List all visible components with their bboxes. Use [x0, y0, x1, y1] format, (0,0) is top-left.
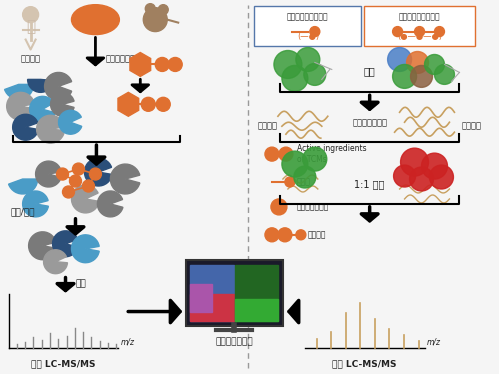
Wedge shape	[84, 158, 112, 186]
Circle shape	[56, 168, 68, 180]
Circle shape	[69, 175, 81, 187]
Circle shape	[422, 153, 448, 179]
Text: 分离/洗脱: 分离/洗脱	[10, 208, 35, 217]
Circle shape	[388, 47, 412, 71]
Circle shape	[435, 64, 455, 85]
Circle shape	[265, 228, 279, 242]
Circle shape	[303, 147, 327, 171]
Ellipse shape	[71, 5, 119, 34]
Circle shape	[435, 27, 445, 37]
Bar	[190, 294, 234, 322]
Circle shape	[143, 8, 167, 31]
Circle shape	[304, 64, 326, 85]
Text: 细胞溶解产物: 细胞溶解产物	[105, 55, 135, 64]
Wedge shape	[58, 110, 82, 134]
Circle shape	[394, 165, 416, 187]
Wedge shape	[6, 92, 34, 120]
Wedge shape	[29, 96, 55, 122]
Wedge shape	[28, 232, 56, 260]
Circle shape	[407, 52, 429, 73]
Wedge shape	[36, 115, 64, 143]
Polygon shape	[130, 52, 151, 76]
Circle shape	[168, 58, 182, 71]
Circle shape	[145, 4, 155, 13]
Text: 生物信息学分析: 生物信息学分析	[215, 337, 253, 346]
Circle shape	[393, 27, 403, 37]
Wedge shape	[44, 73, 72, 100]
Text: (—●): (—●)	[297, 32, 319, 41]
Bar	[235, 298, 278, 322]
Circle shape	[310, 27, 320, 37]
Wedge shape	[12, 114, 38, 140]
Circle shape	[278, 228, 292, 242]
Text: 定量 LC-MS/MS: 定量 LC-MS/MS	[31, 359, 96, 368]
Text: 吸附探针: 吸附探针	[308, 230, 326, 239]
Circle shape	[410, 167, 434, 191]
Wedge shape	[71, 235, 99, 263]
Circle shape	[296, 47, 320, 71]
Text: 稳定同位素标记: 稳定同位素标记	[352, 118, 387, 127]
Text: m/z: m/z	[120, 337, 134, 346]
Circle shape	[296, 230, 306, 240]
Text: 轻素标记: 轻素标记	[258, 121, 278, 130]
FancyBboxPatch shape	[254, 6, 361, 46]
Circle shape	[156, 97, 170, 111]
Circle shape	[401, 148, 429, 176]
Text: 阳离子探针捕获蛋白: 阳离子探针捕获蛋白	[399, 12, 440, 21]
Wedge shape	[4, 85, 33, 99]
Text: (●—●—●): (●—●—●)	[397, 32, 442, 41]
Text: 蛋白提取: 蛋白提取	[20, 55, 40, 64]
Circle shape	[282, 65, 308, 91]
Circle shape	[89, 168, 101, 180]
Circle shape	[141, 97, 155, 111]
Circle shape	[274, 50, 302, 79]
Circle shape	[430, 165, 454, 189]
Text: 消化: 消化	[75, 279, 86, 288]
Circle shape	[271, 199, 287, 215]
Bar	[235, 265, 278, 322]
Text: Active ingredients
of TCMs: Active ingredients of TCMs	[297, 144, 366, 164]
Wedge shape	[43, 250, 67, 274]
Text: 消化: 消化	[364, 67, 376, 76]
Text: 定量 LC-MS/MS: 定量 LC-MS/MS	[332, 359, 397, 368]
Circle shape	[155, 58, 169, 71]
Wedge shape	[35, 161, 61, 187]
Wedge shape	[22, 191, 48, 217]
Text: 1:1 混合: 1:1 混合	[354, 179, 385, 189]
Wedge shape	[52, 231, 78, 257]
Wedge shape	[71, 185, 99, 213]
Circle shape	[265, 147, 279, 161]
Circle shape	[158, 5, 168, 15]
Circle shape	[22, 7, 38, 22]
Text: 纳米颗粒或微球: 纳米颗粒或微球	[297, 202, 329, 211]
Circle shape	[279, 147, 293, 161]
Circle shape	[62, 186, 74, 198]
Wedge shape	[97, 191, 123, 217]
Wedge shape	[27, 79, 53, 92]
Circle shape	[72, 163, 84, 175]
Circle shape	[415, 27, 425, 37]
Circle shape	[294, 166, 316, 188]
Circle shape	[393, 64, 417, 88]
Circle shape	[82, 180, 94, 192]
Text: 人: 人	[26, 19, 35, 34]
Polygon shape	[118, 92, 139, 116]
Circle shape	[285, 177, 295, 187]
Circle shape	[425, 55, 445, 74]
Text: m/z: m/z	[427, 337, 441, 346]
Text: 阴离子探针捕获蛋白: 阴离子探针捕获蛋白	[287, 12, 329, 21]
Wedge shape	[50, 92, 74, 116]
FancyBboxPatch shape	[364, 6, 476, 46]
FancyBboxPatch shape	[186, 260, 283, 327]
Text: 重素标记: 重素标记	[462, 121, 482, 130]
Bar	[190, 283, 212, 312]
Bar	[190, 265, 234, 322]
Wedge shape	[110, 164, 140, 194]
Wedge shape	[8, 179, 37, 194]
Circle shape	[411, 65, 433, 88]
Text: 连接物: 连接物	[297, 178, 311, 187]
Circle shape	[282, 151, 308, 177]
